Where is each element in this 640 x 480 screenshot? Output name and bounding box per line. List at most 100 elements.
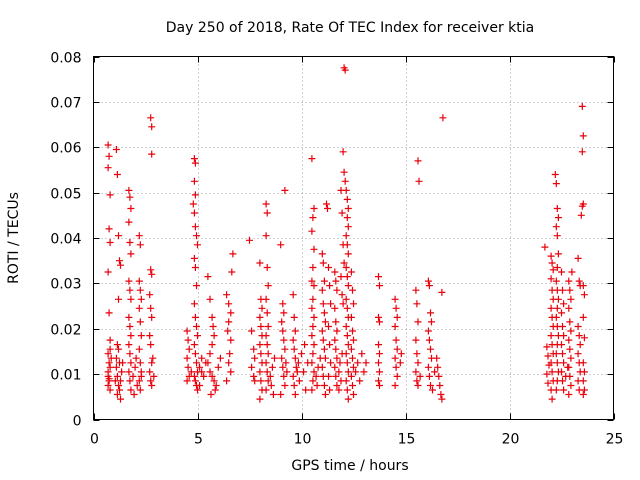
data-point bbox=[427, 309, 434, 317]
data-point bbox=[106, 191, 114, 199]
x-axis-label: GPS time / hours bbox=[291, 458, 408, 474]
data-point bbox=[147, 341, 155, 349]
data-point bbox=[560, 332, 568, 340]
data-point bbox=[333, 382, 341, 389]
data-point bbox=[320, 382, 328, 389]
data-point bbox=[568, 268, 576, 276]
data-point bbox=[580, 291, 588, 299]
data-point bbox=[567, 382, 575, 389]
data-point bbox=[560, 386, 568, 394]
data-point bbox=[126, 350, 134, 358]
data-point bbox=[190, 209, 198, 217]
data-point bbox=[412, 336, 420, 344]
data-point bbox=[105, 377, 113, 385]
data-point bbox=[289, 336, 297, 344]
data-point bbox=[309, 377, 317, 385]
data-point bbox=[193, 232, 200, 240]
data-point bbox=[119, 359, 127, 367]
chart-title: Day 250 of 2018, Rate Of TEC Index for r… bbox=[166, 20, 534, 36]
y-axis: 0 0.01 0.02 0.03 0.04 0.05 0.06 0.07 0.08 bbox=[50, 51, 614, 430]
data-point bbox=[558, 341, 565, 349]
data-point bbox=[127, 386, 135, 394]
data-point bbox=[225, 318, 233, 326]
data-point bbox=[280, 372, 288, 380]
data-point bbox=[262, 332, 270, 340]
data-point bbox=[196, 382, 204, 389]
data-point bbox=[216, 354, 224, 362]
data-point bbox=[148, 313, 156, 321]
data-point bbox=[350, 300, 357, 308]
data-point bbox=[341, 66, 349, 74]
data-point bbox=[318, 327, 326, 335]
data-point bbox=[136, 386, 144, 394]
data-point bbox=[207, 391, 215, 398]
data-point bbox=[427, 382, 434, 389]
data-point bbox=[436, 382, 444, 389]
data-point bbox=[567, 295, 575, 303]
data-point bbox=[342, 350, 350, 358]
data-point bbox=[553, 232, 561, 240]
data-point bbox=[105, 225, 113, 233]
data-point bbox=[331, 336, 339, 344]
data-point bbox=[116, 386, 123, 394]
data-point bbox=[266, 372, 274, 380]
data-point bbox=[344, 250, 352, 258]
data-point bbox=[321, 354, 329, 362]
data-point bbox=[376, 368, 383, 376]
data-point bbox=[148, 359, 156, 367]
data-point bbox=[228, 268, 236, 276]
data-point bbox=[185, 345, 193, 353]
data-point bbox=[301, 341, 309, 349]
data-point bbox=[132, 354, 140, 362]
data-point bbox=[248, 363, 256, 371]
data-point bbox=[325, 372, 332, 380]
data-point bbox=[309, 323, 317, 330]
data-point bbox=[115, 382, 122, 389]
data-point bbox=[376, 350, 383, 358]
data-point bbox=[396, 359, 404, 367]
data-point bbox=[309, 214, 317, 222]
data-point bbox=[439, 114, 447, 122]
data-point bbox=[342, 186, 350, 194]
data-point bbox=[191, 264, 199, 271]
data-point bbox=[565, 391, 573, 398]
data-point bbox=[558, 368, 565, 376]
data-point bbox=[310, 313, 318, 321]
data-point bbox=[208, 372, 216, 380]
data-point bbox=[308, 359, 316, 367]
data-point bbox=[224, 327, 232, 335]
data-point bbox=[559, 350, 566, 358]
data-point bbox=[340, 168, 348, 176]
data-point bbox=[190, 177, 198, 185]
data-point bbox=[277, 391, 285, 398]
data-point bbox=[146, 291, 154, 299]
data-point bbox=[283, 368, 291, 376]
data-point bbox=[208, 313, 216, 321]
data-point bbox=[350, 391, 357, 398]
data-point bbox=[579, 391, 587, 398]
data-point bbox=[194, 332, 201, 340]
data-point bbox=[256, 259, 264, 267]
data-point bbox=[300, 368, 308, 376]
data-point bbox=[125, 313, 133, 321]
data-point bbox=[148, 123, 156, 131]
x-axis: 0 5 10 15 20 25 bbox=[90, 56, 623, 448]
data-point bbox=[575, 277, 583, 285]
data-point bbox=[350, 363, 357, 371]
data-point bbox=[184, 336, 192, 344]
data-point bbox=[309, 264, 317, 271]
data-point bbox=[223, 291, 231, 299]
data-point bbox=[191, 313, 199, 321]
data-point bbox=[318, 250, 326, 258]
data-point bbox=[342, 264, 350, 271]
data-point bbox=[554, 214, 562, 222]
data-point bbox=[309, 350, 317, 358]
data-point bbox=[343, 332, 351, 340]
data-point bbox=[212, 382, 220, 389]
data-point bbox=[412, 286, 420, 294]
data-point bbox=[191, 377, 199, 385]
data-point bbox=[392, 304, 400, 312]
data-point bbox=[264, 350, 272, 358]
data-point bbox=[559, 377, 566, 385]
data-point bbox=[208, 341, 216, 349]
